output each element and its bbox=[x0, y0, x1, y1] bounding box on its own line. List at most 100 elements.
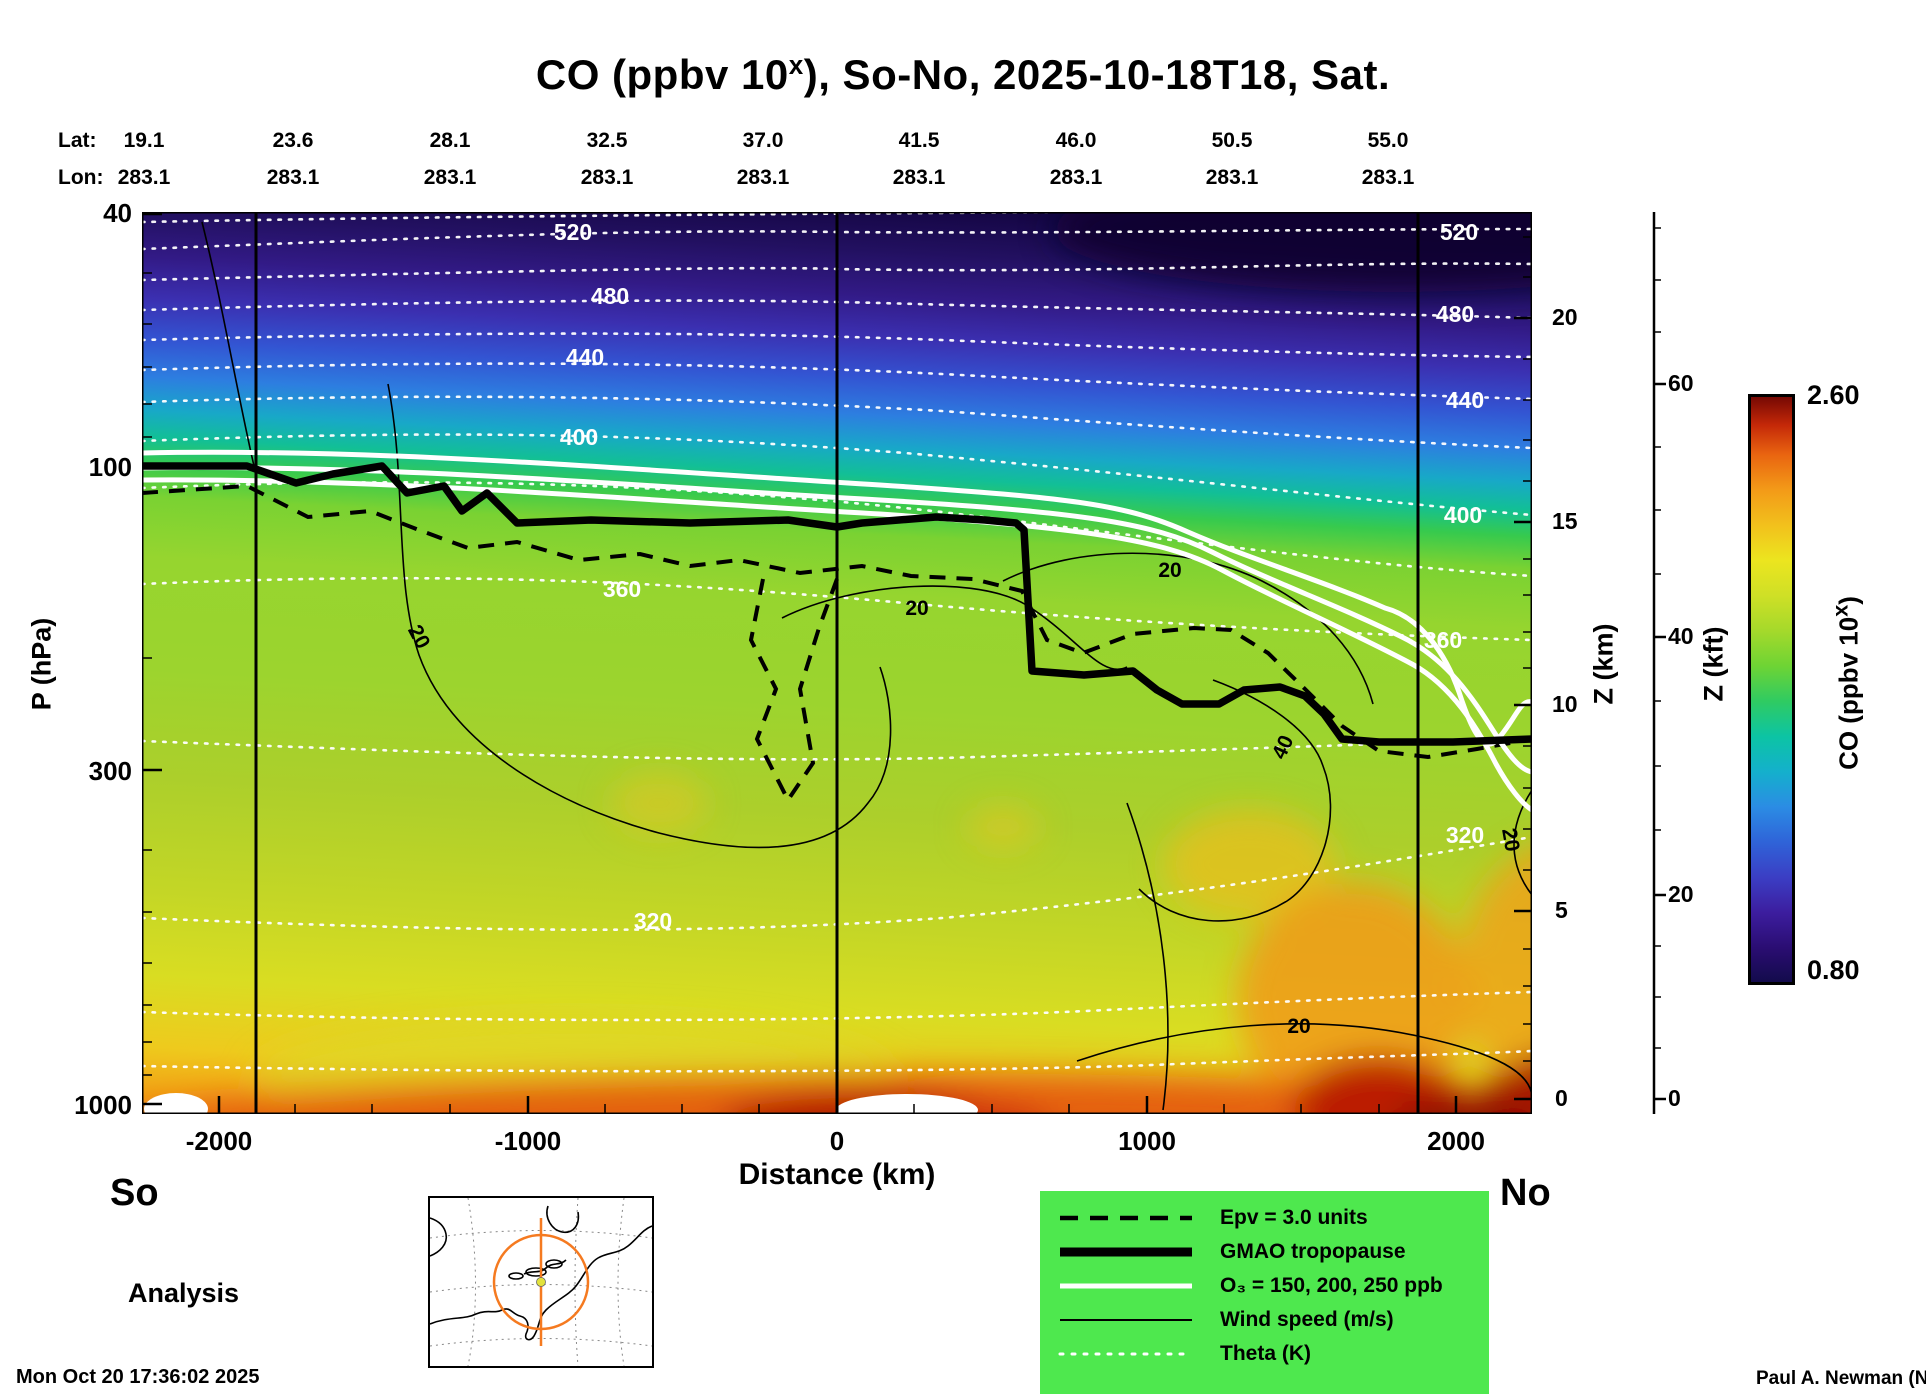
zkft-tick: 60 bbox=[1668, 370, 1694, 396]
theta-label: 520 bbox=[1440, 219, 1478, 245]
theta-label: 480 bbox=[591, 283, 629, 309]
legend-item-tropopause: GMAO tropopause bbox=[1040, 1235, 1489, 1269]
legend-item-ozone: O₃ = 150, 200, 250 ppb bbox=[1040, 1269, 1489, 1303]
zkm-tick: 0 bbox=[1555, 1085, 1568, 1111]
analysis-label: Analysis bbox=[128, 1278, 240, 1308]
lon-value: 283.1 bbox=[1205, 166, 1259, 189]
distance-tick: 0 bbox=[829, 1126, 845, 1156]
lat-value: 46.0 bbox=[1055, 129, 1097, 152]
lat-value: 55.0 bbox=[1367, 129, 1409, 152]
cross-section-plot: 520 520 480 480 440 440 400 400 360 360 … bbox=[142, 212, 1532, 1114]
colorbar-title-superscript: x bbox=[1827, 604, 1853, 617]
legend-label: Epv = 3.0 units bbox=[1220, 1206, 1368, 1229]
lat-row-label: Lat: bbox=[58, 129, 97, 152]
lon-value: 283.1 bbox=[266, 166, 320, 189]
lon-value: 283.1 bbox=[892, 166, 946, 189]
distance-tick: -2000 bbox=[185, 1126, 253, 1156]
colorbar-title-prefix: CO (ppbv 10 bbox=[1833, 616, 1864, 770]
map-center-marker bbox=[536, 1277, 546, 1287]
colorbar-gradient bbox=[1748, 394, 1795, 985]
map-section-track bbox=[492, 1218, 590, 1346]
theta-label: 440 bbox=[1446, 387, 1484, 413]
theta-label: 480 bbox=[1436, 301, 1474, 327]
zkft-axis bbox=[1652, 212, 1666, 1114]
colorbar bbox=[1748, 394, 1795, 985]
colorbar-min: 0.80 bbox=[1807, 955, 1860, 985]
colorbar-title: CO (ppbv 10x) bbox=[1828, 596, 1865, 770]
plot-legend: Epv = 3.0 units GMAO tropopause O₃ = 150… bbox=[1040, 1191, 1489, 1394]
colorbar-title-suffix: ) bbox=[1833, 596, 1864, 605]
zkft-tick: 40 bbox=[1668, 623, 1694, 649]
distance-tick: 1000 bbox=[1118, 1126, 1176, 1156]
zkm-tick: 10 bbox=[1552, 691, 1578, 717]
theta-label: 360 bbox=[1424, 627, 1462, 653]
distance-tick: 2000 bbox=[1427, 1126, 1485, 1156]
theta-label: 400 bbox=[560, 424, 598, 450]
theta-label: 520 bbox=[554, 219, 592, 245]
title-superscript: x bbox=[788, 50, 804, 80]
zkm-tick: 15 bbox=[1552, 508, 1578, 534]
wind-label: 20 bbox=[1158, 559, 1181, 582]
legend-item-theta: Theta (K) bbox=[1040, 1337, 1489, 1371]
lon-value: 283.1 bbox=[1361, 166, 1415, 189]
lat-value: 32.5 bbox=[586, 129, 628, 152]
wind-label: 20 bbox=[1497, 826, 1524, 853]
co-field-features bbox=[142, 212, 1532, 1114]
endpoint-start: So bbox=[110, 1172, 159, 1214]
legend-item-wind: Wind speed (m/s) bbox=[1040, 1303, 1489, 1337]
map-graticule bbox=[429, 1197, 653, 1367]
zkft-axis-title: Z (kft) bbox=[1698, 626, 1729, 702]
timestamp: Mon Oct 20 17:36:02 2025 bbox=[16, 1366, 260, 1388]
legend-label: Wind speed (m/s) bbox=[1220, 1308, 1394, 1331]
zkft-tick: 0 bbox=[1668, 1085, 1681, 1111]
lon-value: 283.1 bbox=[580, 166, 634, 189]
lon-value: 283.1 bbox=[117, 166, 171, 189]
lon-value: 283.1 bbox=[423, 166, 477, 189]
zkm-tick: 20 bbox=[1552, 304, 1578, 330]
map-coastline bbox=[429, 1205, 653, 1341]
lon-row-label: Lon: bbox=[58, 166, 104, 189]
lat-value: 23.6 bbox=[272, 129, 314, 152]
zkm-axis-title: Z (km) bbox=[1588, 623, 1619, 705]
wind-label: 20 bbox=[1287, 1015, 1310, 1038]
lat-value: 28.1 bbox=[429, 129, 471, 152]
distance-tick: -1000 bbox=[494, 1126, 562, 1156]
lat-value: 19.1 bbox=[123, 129, 165, 152]
theta-label: 320 bbox=[634, 908, 672, 934]
colorbar-max: 2.60 bbox=[1807, 380, 1860, 410]
theta-label: 320 bbox=[1446, 822, 1484, 848]
pressure-tick: 40 bbox=[103, 198, 132, 228]
axis-ticks bbox=[142, 212, 1532, 1114]
dotted-line-sample-icon bbox=[1058, 1352, 1194, 1356]
title-suffix: ), So-No, 2025-10-18T18, Sat. bbox=[803, 51, 1391, 98]
pressure-tick: 100 bbox=[88, 452, 132, 482]
credit: Paul A. Newman (NASA bbox=[1756, 1368, 1926, 1389]
thick-line-sample-icon bbox=[1060, 1247, 1192, 1257]
map-inset bbox=[428, 1196, 654, 1368]
lat-value: 37.0 bbox=[742, 129, 784, 152]
tropopause-line bbox=[142, 462, 1532, 746]
white-line-sample-icon bbox=[1060, 1283, 1192, 1289]
theta-label: 360 bbox=[603, 576, 641, 602]
pressure-axis-title: P (hPa) bbox=[26, 617, 57, 711]
zkft-tick: 20 bbox=[1668, 881, 1694, 907]
offscale-white-patch bbox=[144, 1093, 208, 1114]
legend-item-epv: Epv = 3.0 units bbox=[1040, 1201, 1489, 1235]
zkm-tick: 5 bbox=[1555, 897, 1568, 923]
lon-value: 283.1 bbox=[736, 166, 790, 189]
lon-value: 283.1 bbox=[1049, 166, 1103, 189]
epv-contour bbox=[142, 483, 1532, 804]
lat-value: 41.5 bbox=[898, 129, 940, 152]
theta-label: 400 bbox=[1444, 502, 1482, 528]
plot-field bbox=[142, 212, 1532, 1114]
pressure-tick: 1000 bbox=[74, 1090, 132, 1120]
offscale-white-patch bbox=[836, 1094, 978, 1114]
thin-line-sample-icon bbox=[1060, 1319, 1192, 1321]
legend-label: O₃ = 150, 200, 250 ppb bbox=[1220, 1274, 1443, 1297]
distance-axis-title: Distance (km) bbox=[738, 1158, 936, 1191]
legend-label: GMAO tropopause bbox=[1220, 1240, 1406, 1263]
title-prefix: CO (ppbv 10 bbox=[535, 51, 789, 98]
page-title: CO (ppbv 10x), So-No, 2025-10-18T18, Sat… bbox=[0, 50, 1926, 99]
theta-contour-labels: 520 520 480 480 440 440 400 400 360 360 … bbox=[554, 219, 1484, 934]
